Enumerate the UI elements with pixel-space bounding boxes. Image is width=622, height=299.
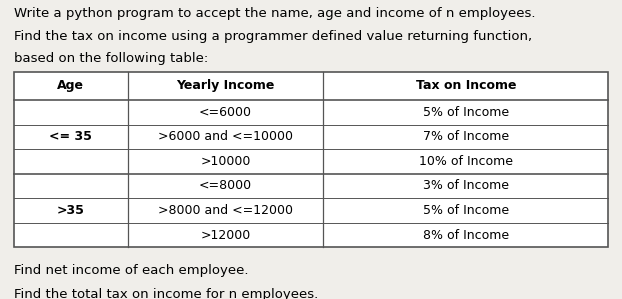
Text: Find net income of each employee.: Find net income of each employee. (14, 264, 248, 277)
Text: 8% of Income: 8% of Income (423, 228, 509, 242)
Text: Age: Age (57, 80, 84, 92)
Text: 5% of Income: 5% of Income (423, 106, 509, 119)
Text: 3% of Income: 3% of Income (423, 179, 509, 193)
Text: 5% of Income: 5% of Income (423, 204, 509, 217)
Text: 7% of Income: 7% of Income (423, 130, 509, 144)
Text: Find the tax on income using a programmer defined value returning function,: Find the tax on income using a programme… (14, 30, 532, 43)
Text: >10000: >10000 (200, 155, 251, 168)
Text: >35: >35 (57, 204, 85, 217)
Text: Find the total tax on income for n employees.: Find the total tax on income for n emplo… (14, 288, 318, 299)
Text: >6000 and <=10000: >6000 and <=10000 (158, 130, 293, 144)
Text: Yearly Income: Yearly Income (176, 80, 275, 92)
Text: <=6000: <=6000 (199, 106, 252, 119)
Text: <=8000: <=8000 (199, 179, 252, 193)
Text: Write a python program to accept the name, age and income of n employees.: Write a python program to accept the nam… (14, 7, 535, 20)
Text: 10% of Income: 10% of Income (419, 155, 513, 168)
Text: >12000: >12000 (200, 228, 251, 242)
Bar (14, 72, 608, 247)
Text: <= 35: <= 35 (49, 130, 92, 144)
Text: based on the following table:: based on the following table: (14, 52, 208, 65)
Text: >8000 and <=12000: >8000 and <=12000 (158, 204, 293, 217)
Text: Tax on Income: Tax on Income (415, 80, 516, 92)
